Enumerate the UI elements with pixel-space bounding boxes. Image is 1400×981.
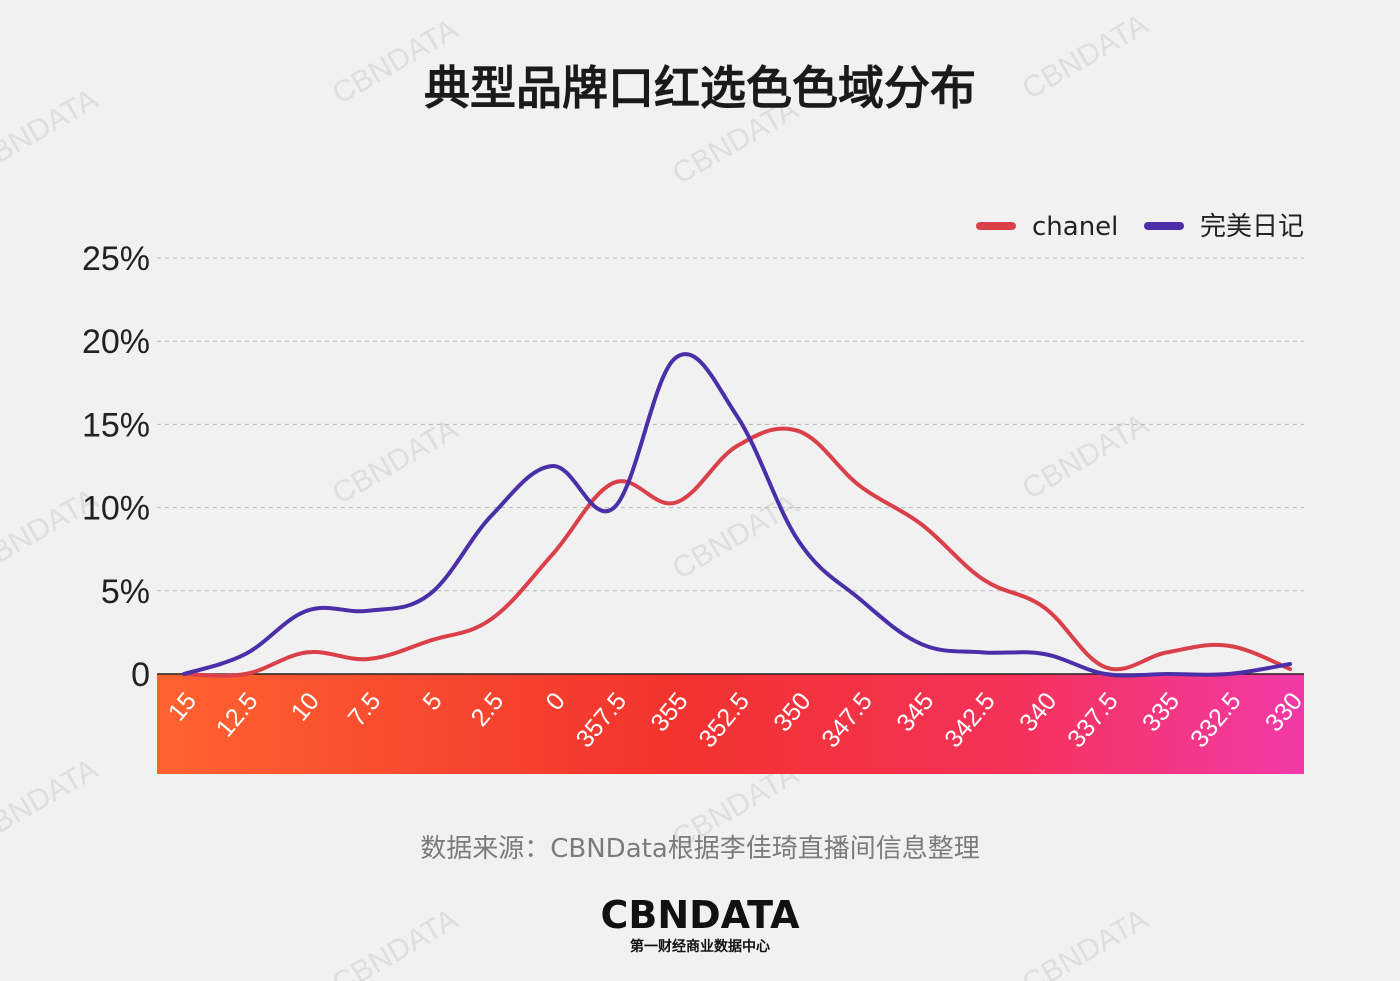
y-tick-label: 20%: [82, 323, 150, 361]
watermark-text: CBNDATA: [1017, 8, 1154, 106]
y-tick-label: 0: [131, 656, 150, 694]
watermark-text: CBNDATA: [1017, 408, 1154, 506]
chart-title: 典型品牌口红选色色域分布: [424, 61, 976, 115]
logo-subtitle: 第一财经商业数据中心: [630, 938, 770, 955]
y-tick-label: 5%: [101, 573, 150, 611]
y-tick-label: 15%: [82, 406, 150, 444]
y-axis-ticks: 0 5% 10% 15% 20% 25%: [82, 240, 150, 694]
y-tick-label: 10%: [82, 490, 150, 528]
watermark-text: CBNDATA: [0, 753, 104, 851]
legend-label: chanel: [1032, 212, 1118, 242]
watermark-text: CBNDATA: [327, 413, 464, 511]
watermark-text: CBNDATA: [1017, 903, 1154, 981]
legend-label: 完美日记: [1200, 212, 1304, 242]
legend: chanel 完美日记: [976, 212, 1304, 242]
cbndata-logo: CBNDATA 第一财经商业数据中心: [600, 893, 800, 955]
logo-text: CBNDATA: [600, 893, 800, 937]
grid-lines: [157, 257, 1304, 592]
hue-gradient-band: [157, 674, 1304, 774]
watermark-text: CBNDATA: [0, 83, 104, 181]
series-lines: [182, 352, 1292, 678]
y-tick-label: 25%: [82, 240, 150, 278]
series-line-2: [182, 352, 1292, 678]
watermark-text: CBNDATA: [327, 903, 464, 981]
watermark-text: CBNDATA: [667, 488, 804, 586]
series-line-1: [182, 426, 1292, 678]
source-note: 数据来源：CBNData根据李佳琦直播间信息整理: [420, 834, 980, 864]
